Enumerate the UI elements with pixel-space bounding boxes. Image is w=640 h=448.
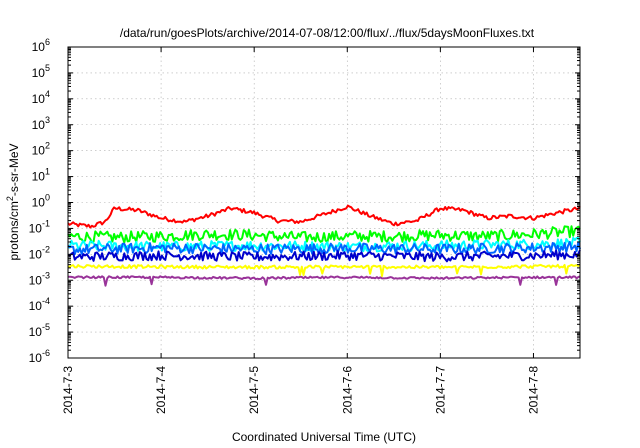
y-tick-base: 10 [29,299,43,313]
x-tick-label: 2014-7-8 [526,366,540,414]
flux-series-line [67,240,581,256]
y-tick-base: 10 [32,144,46,158]
y-tick-exp: -1 [42,218,50,228]
x-axis-label: Coordinated Universal Time (UTC) [232,430,416,444]
grid-layer [68,47,580,358]
flux-series-line [67,204,581,229]
y-tick-exp: -3 [42,270,50,280]
y-tick-base: 10 [32,40,46,54]
y-tick-label: 10-4 [29,296,50,313]
series-layer [67,204,581,287]
flux-series-line [67,249,581,263]
x-tick-label: 2014-7-5 [247,366,261,414]
y-tick-base: 10 [29,351,43,365]
y-tick-exp: -4 [42,296,50,306]
y-tick-base: 10 [29,247,43,261]
y-tick-exp: 0 [45,193,50,203]
y-tick-label: 104 [32,89,50,106]
y-axis-label-sup: 2 [5,196,15,201]
y-tick-label: 10-2 [29,244,50,261]
y-tick-exp: 5 [45,63,50,73]
y-tick-label: 10-1 [29,218,50,235]
y-tick-label: 106 [32,37,50,54]
y-tick-exp: 2 [45,141,50,151]
y-tick-exp: 6 [45,37,50,47]
x-tick-label: 2014-7-7 [433,366,447,414]
x-tick-label: 2014-7-4 [154,366,168,414]
flux-series-line [68,263,581,278]
y-tick-exp: -6 [42,348,50,358]
y-tick-base: 10 [32,170,46,184]
y-tick-label: 103 [32,115,50,132]
y-tick-exp: 4 [45,89,50,99]
y-tick-label: 100 [32,193,50,210]
chart-title: /data/run/goesPlots/archive/2014-07-08/1… [120,26,535,40]
x-tick-label: 2014-7-6 [340,366,354,414]
y-tick-base: 10 [29,325,43,339]
flux-series-line [67,225,581,244]
y-tick-exp: -2 [42,244,50,254]
y-tick-base: 10 [32,118,46,132]
x-tick-label: 2014-7-3 [61,366,75,414]
y-tick-label: 101 [32,167,50,184]
y-tick-exp: -5 [42,322,50,332]
y-tick-exp: 1 [45,167,50,177]
y-tick-base: 10 [32,196,46,210]
y-axis-label-suffix: -s-sr-MeV [7,143,21,196]
y-tick-label: 102 [32,141,50,158]
y-tick-base: 10 [29,273,43,287]
y-tick-label: 10-3 [29,270,50,287]
y-tick-base: 10 [29,221,43,235]
y-tick-exp: 3 [45,115,50,125]
y-tick-label: 105 [32,63,50,80]
y-axis-label: protons/cm2-s-sr-MeV [5,143,21,260]
y-tick-base: 10 [32,66,46,80]
y-axis-label-prefix: protons/cm [7,201,21,260]
y-tick-base: 10 [32,92,46,106]
y-tick-label: 10-5 [29,322,50,339]
ticks-layer: 10-610-510-410-310-210-11001011021031041… [29,37,580,414]
y-tick-label: 10-6 [29,348,50,365]
flux-series-line [68,275,581,287]
